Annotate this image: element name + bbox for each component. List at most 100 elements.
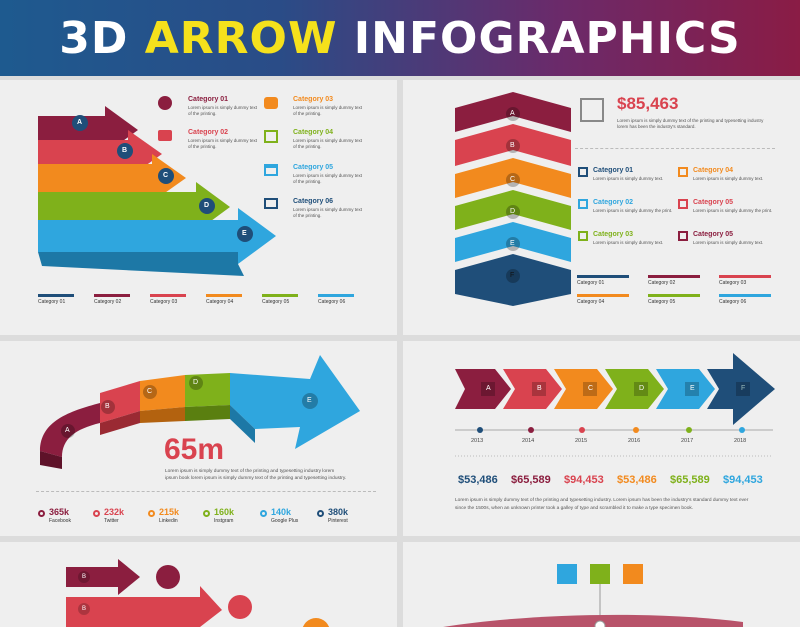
stat-value: 160k bbox=[214, 507, 235, 517]
checkbox-icon bbox=[578, 231, 588, 241]
legend-label: Category 04 bbox=[206, 299, 234, 305]
title-part-1: 3D bbox=[59, 12, 145, 64]
castle-icon bbox=[156, 565, 180, 589]
legend-label: Category 03 bbox=[719, 280, 747, 286]
legend-bar bbox=[719, 275, 771, 278]
legend-label: Category 05 bbox=[648, 299, 676, 305]
legend-bar bbox=[719, 294, 771, 297]
slide-partial-curve[interactable] bbox=[403, 542, 800, 627]
stat-dot-icon bbox=[317, 510, 324, 517]
category-name: Category 04 bbox=[693, 167, 734, 174]
chevron-b bbox=[455, 124, 571, 166]
legend-bar bbox=[577, 275, 629, 278]
amount-value: $85,463 bbox=[617, 94, 679, 113]
stat-dot-icon bbox=[148, 510, 155, 517]
chevron-letter: C bbox=[510, 176, 516, 183]
slide-chevron-stack[interactable]: A B C D E F $85,463 Lorem ipsum is simpl… bbox=[403, 80, 800, 335]
chevron-a bbox=[455, 92, 571, 132]
stat-label: Google Plus bbox=[271, 518, 299, 524]
chevron-f bbox=[455, 254, 571, 306]
stat-dot-icon bbox=[93, 510, 100, 517]
legend-bar bbox=[318, 294, 354, 297]
stat-value: 365k bbox=[49, 507, 70, 517]
timeline-year: 2017 bbox=[681, 438, 694, 444]
hand-icon bbox=[557, 564, 577, 584]
legend-label: Category 03 bbox=[150, 299, 178, 305]
legend-label: Category 02 bbox=[94, 299, 122, 305]
category-desc: Lorem ipsum is simply dummy text. bbox=[593, 240, 664, 245]
arrow-letter: C bbox=[163, 172, 169, 179]
legend-bar bbox=[94, 294, 130, 297]
description-line-2: ipsum book lorem ipsum is simply dummy t… bbox=[165, 476, 347, 481]
slide-timeline-arrows[interactable]: A B C D E F 2013 2014 2015 2016 2017 201… bbox=[403, 341, 800, 536]
category-name: Category 02 bbox=[593, 199, 634, 206]
letter-badge bbox=[237, 226, 253, 242]
curve-letter: E bbox=[307, 397, 312, 404]
checkbox-icon bbox=[678, 231, 688, 241]
chevron-letter: F bbox=[510, 272, 515, 279]
chevron-stack-graphic bbox=[455, 92, 571, 306]
timeline-desc-1: Lorem ipsum is simply dummy text of the … bbox=[455, 498, 749, 503]
slide-partial-arrows[interactable]: B B bbox=[0, 542, 397, 627]
letter-badge bbox=[117, 143, 133, 159]
legend-label: Category 01 bbox=[38, 299, 66, 305]
chevron-d bbox=[455, 190, 571, 230]
legend-bar bbox=[577, 294, 629, 297]
timeline-amount: $65,589 bbox=[511, 474, 551, 486]
stat-dot-icon bbox=[38, 510, 45, 517]
letter-badge bbox=[199, 198, 215, 214]
timeline-year: 2018 bbox=[734, 438, 747, 444]
legend-label: Category 04 bbox=[577, 299, 605, 305]
coins-icon bbox=[264, 97, 278, 109]
category-name: Category 01 bbox=[188, 96, 229, 103]
legend-bar bbox=[206, 294, 242, 297]
arrow-e bbox=[38, 208, 276, 276]
timeline-letter: C bbox=[588, 385, 594, 392]
stat-label: Twitter bbox=[104, 518, 119, 524]
checkbox-icon bbox=[678, 167, 688, 177]
timeline-year: 2014 bbox=[522, 438, 535, 444]
category-desc: Lorem ipsum is simply dummy text. bbox=[593, 176, 664, 181]
curved-arrow-graphic bbox=[40, 355, 360, 469]
stat-dot-icon bbox=[260, 510, 267, 517]
category-name: Category 05 bbox=[693, 199, 734, 206]
legend-bar bbox=[648, 294, 700, 297]
timeline-year: 2013 bbox=[471, 438, 484, 444]
timeline-amount: $65,589 bbox=[670, 474, 710, 486]
category-desc: Lorem ipsum is simply dummy text of the … bbox=[293, 105, 363, 116]
arrow-letter: E bbox=[242, 230, 247, 237]
category-desc: Lorem ipsum is simply dummy text of the … bbox=[293, 207, 363, 218]
category-desc: Lorem ipsum is simply dummy text of the … bbox=[293, 173, 363, 184]
category-desc: Lorem ipsum is simply dummy text of the … bbox=[188, 138, 258, 149]
partial-curve-graphic bbox=[443, 564, 743, 627]
timeline-letter: B bbox=[537, 385, 542, 392]
category-name: Category 03 bbox=[293, 96, 334, 103]
chevron-letter: E bbox=[510, 240, 515, 247]
curve-letter: C bbox=[147, 388, 153, 395]
legend-bar bbox=[38, 294, 74, 297]
stat-value: 232k bbox=[104, 507, 125, 517]
big-number: 65m bbox=[164, 433, 225, 466]
slide-arrow-stack[interactable]: A B C D E Category 01 Lorem ipsum is sim… bbox=[0, 80, 397, 335]
category-desc: Lorem ipsum is simply dummy the print. bbox=[593, 208, 673, 213]
letter-badge bbox=[158, 168, 174, 184]
partial-arrows-graphic bbox=[66, 559, 330, 627]
arrow-letter: B bbox=[122, 147, 128, 154]
checkbox-icon bbox=[678, 199, 688, 209]
stat-value: 140k bbox=[271, 507, 292, 517]
legend-label: Category 06 bbox=[719, 299, 747, 305]
cake-icon bbox=[228, 595, 252, 619]
timeline-desc-2: since the 1500s, when an unknown printer… bbox=[455, 506, 694, 511]
timeline-amount: $94,453 bbox=[723, 474, 763, 486]
stat-value: 380k bbox=[328, 507, 349, 517]
globe-icon bbox=[580, 98, 604, 122]
slide-curved-arrow[interactable]: A B C D E 65m Lorem ipsum is simply dumm… bbox=[0, 341, 397, 536]
timeline-amount: $53,486 bbox=[617, 474, 657, 486]
title-highlight: ARROW bbox=[144, 12, 338, 64]
checkbox-icon bbox=[578, 167, 588, 177]
timeline-amount: $53,486 bbox=[458, 474, 498, 486]
stat-label: Facebook bbox=[49, 518, 71, 524]
trophy-icon bbox=[590, 564, 610, 584]
arrow-letter: D bbox=[204, 202, 210, 209]
category-name: Category 02 bbox=[188, 129, 229, 136]
